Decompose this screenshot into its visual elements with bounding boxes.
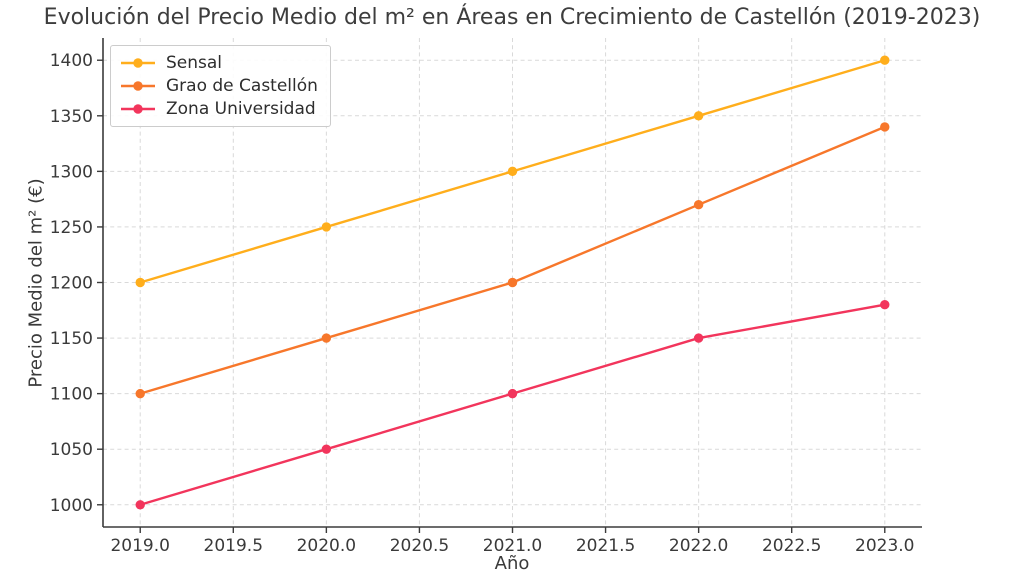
legend: Sensal Grao de Castellón Zona Universida… [110,45,331,127]
chart-title: Evolución del Precio Medio del m² en Áre… [43,5,981,30]
legend-line-marker-icon [121,103,155,114]
svg-text:1200: 1200 [50,274,93,294]
legend-line-marker-icon [121,57,155,68]
x-axis-label: Año [494,553,530,574]
svg-text:2021.0: 2021.0 [483,536,542,556]
svg-text:2021.5: 2021.5 [576,536,635,556]
svg-text:1300: 1300 [50,162,93,182]
legend-item-label: Sensal [166,52,223,73]
svg-text:1400: 1400 [50,51,93,71]
svg-text:1100: 1100 [50,385,93,405]
svg-text:1050: 1050 [50,440,93,460]
svg-text:1000: 1000 [50,496,93,516]
svg-text:2020.5: 2020.5 [390,536,449,556]
y-axis-label: Precio Medio del m² (€) [25,178,47,388]
svg-text:1350: 1350 [50,107,93,127]
svg-text:2019.5: 2019.5 [204,536,263,556]
legend-line-marker-icon [121,80,155,91]
svg-text:2023.0: 2023.0 [855,536,914,556]
legend-item-label: Grao de Castellón [166,75,318,96]
svg-text:1150: 1150 [50,329,93,349]
legend-item: Sensal [119,51,318,74]
legend-item: Grao de Castellón [119,74,318,97]
svg-text:1250: 1250 [50,218,93,238]
legend-item-label: Zona Universidad [166,98,316,119]
svg-text:2020.0: 2020.0 [297,536,356,556]
svg-text:2022.0: 2022.0 [669,536,728,556]
legend-item: Zona Universidad [119,97,318,120]
svg-text:2019.0: 2019.0 [110,536,169,556]
svg-text:2022.5: 2022.5 [762,536,821,556]
